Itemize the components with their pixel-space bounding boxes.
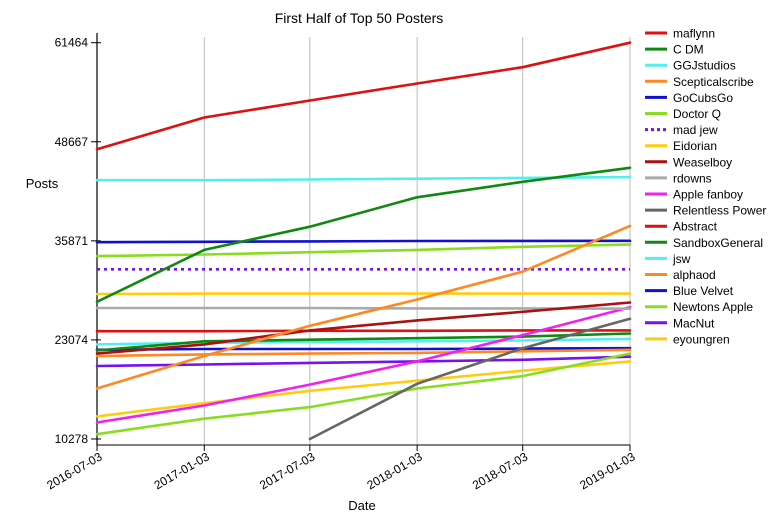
legend-item: Apple fanboy: [645, 188, 743, 202]
legend-label: GGJstudios: [673, 59, 736, 73]
legend-item: maflynn: [645, 27, 715, 41]
legend-label: GoCubsGo: [673, 91, 733, 105]
y-axis-label: Posts: [26, 176, 59, 191]
x-tick-label: 2019-01-03: [577, 449, 637, 492]
series-line-abstract: [97, 330, 630, 331]
y-tick-label: 61464: [55, 36, 89, 50]
legend-label: SandboxGeneral: [673, 236, 763, 250]
x-tick-label: 2018-01-03: [364, 449, 424, 492]
x-tick-label: 2016-07-03: [44, 449, 104, 492]
legend-label: Doctor Q: [673, 107, 721, 121]
legend-item: Eidorian: [645, 139, 717, 153]
x-axis-label: Date: [348, 498, 375, 513]
legend-label: eyoungren: [673, 332, 730, 346]
legend-item: jsw: [645, 252, 691, 266]
x-tick-label: 2017-01-03: [152, 449, 212, 492]
y-tick-label: 23074: [55, 333, 89, 347]
legend-item: alphaod: [645, 268, 716, 282]
legend-label: maflynn: [673, 27, 715, 41]
legend-label: Eidorian: [673, 139, 717, 153]
legend-item: SandboxGeneral: [645, 236, 763, 250]
y-tick-label: 10278: [55, 432, 89, 446]
legend: maflynn C DM GGJstudios Scepticalscribe GoCu…: [645, 27, 766, 347]
y-tick-label: 48667: [55, 135, 89, 149]
legend-item: GGJstudios: [645, 59, 736, 73]
series-layer: [97, 43, 630, 439]
legend-item: Newtons Apple: [645, 300, 753, 314]
legend-item: mad jew: [645, 123, 718, 137]
y-tick-label: 35871: [55, 234, 89, 248]
legend-label: mad jew: [673, 123, 718, 137]
legend-label: Abstract: [673, 220, 718, 234]
chart-title: First Half of Top 50 Posters: [275, 10, 444, 26]
series-line-doctor-q: [97, 245, 630, 257]
legend-label: jsw: [672, 252, 691, 266]
legend-label: C DM: [673, 43, 704, 57]
x-tick-label: 2018-07-03: [470, 449, 530, 492]
legend-item: Abstract: [645, 220, 718, 234]
legend-label: Scepticalscribe: [673, 75, 754, 89]
legend-label: Newtons Apple: [673, 300, 753, 314]
series-line-maflynn: [97, 43, 630, 150]
legend-label: rdowns: [673, 171, 712, 185]
series-line-gocubsgo: [97, 241, 630, 242]
legend-item: Blue Velvet: [645, 284, 734, 298]
legend-item: C DM: [645, 43, 704, 57]
legend-label: alphaod: [673, 268, 716, 282]
legend-item: GoCubsGo: [645, 91, 733, 105]
legend-label: Relentless Power: [673, 204, 766, 218]
legend-label: MacNut: [673, 316, 715, 330]
series-line-c-dm: [97, 168, 630, 302]
legend-item: eyoungren: [645, 332, 730, 346]
legend-label: Weaselboy: [673, 155, 732, 169]
legend-item: Weaselboy: [645, 155, 732, 169]
x-tick-label: 2017-07-03: [257, 449, 317, 492]
legend-item: Scepticalscribe: [645, 75, 754, 89]
legend-item: MacNut: [645, 316, 715, 330]
series-line-alphaod: [97, 350, 630, 356]
series-line-blue-velvet: [97, 348, 630, 350]
legend-item: rdowns: [645, 171, 712, 185]
legend-item: Doctor Q: [645, 107, 721, 121]
legend-label: Blue Velvet: [673, 284, 734, 298]
legend-label: Apple fanboy: [673, 188, 743, 202]
legend-item: Relentless Power: [645, 204, 766, 218]
